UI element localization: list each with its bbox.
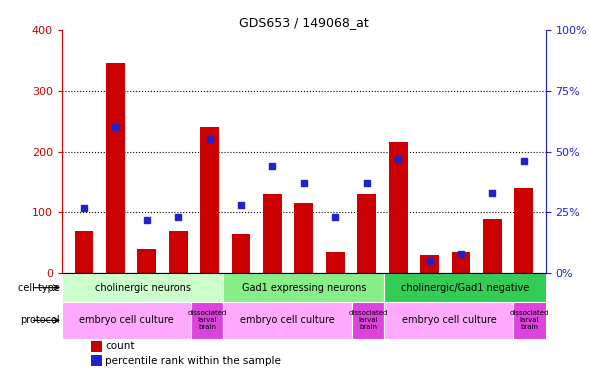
Point [487, 190, 497, 196]
Text: Gad1 expressing neurons: Gad1 expressing neurons [241, 283, 366, 292]
Bar [352, 302, 385, 339]
Text: percentile rank within the sample: percentile rank within the sample [106, 356, 281, 366]
Bar [91, 355, 101, 366]
Bar [200, 127, 219, 273]
Text: cell type: cell type [18, 283, 60, 292]
Point [456, 251, 466, 257]
Text: protocol: protocol [20, 315, 60, 326]
Point [111, 124, 120, 130]
Text: count: count [106, 341, 135, 351]
Bar [232, 234, 250, 273]
Bar [62, 302, 191, 339]
Bar [106, 63, 124, 273]
Bar [223, 273, 385, 302]
Text: embryo cell culture: embryo cell culture [240, 315, 335, 326]
Bar [514, 188, 533, 273]
Point [268, 163, 277, 169]
Bar [385, 273, 546, 302]
Text: cholinergic neurons: cholinergic neurons [94, 283, 191, 292]
Bar [451, 252, 470, 273]
Text: dissociated
larval
brain: dissociated larval brain [510, 310, 549, 330]
Point [142, 217, 152, 223]
Text: embryo cell culture: embryo cell culture [402, 315, 496, 326]
Bar [294, 203, 313, 273]
Bar [420, 255, 439, 273]
Text: cholinergic/Gad1 negative: cholinergic/Gad1 negative [401, 283, 529, 292]
Point [79, 205, 88, 211]
Bar [358, 194, 376, 273]
Bar [389, 142, 408, 273]
Text: embryo cell culture: embryo cell culture [79, 315, 174, 326]
Text: dissociated
larval
brain: dissociated larval brain [188, 310, 227, 330]
Bar [137, 249, 156, 273]
Point [237, 202, 246, 208]
Bar [91, 340, 101, 352]
Bar [74, 231, 93, 273]
Point [394, 156, 403, 162]
Bar [62, 273, 223, 302]
Bar [513, 302, 546, 339]
Bar [223, 302, 352, 339]
Point [362, 180, 371, 186]
Bar [483, 219, 502, 273]
Point [519, 158, 529, 164]
Title: GDS653 / 149068_at: GDS653 / 149068_at [239, 16, 369, 29]
Text: dissociated
larval
brain: dissociated larval brain [349, 310, 388, 330]
Bar [385, 302, 513, 339]
Point [299, 180, 309, 186]
Point [205, 136, 214, 142]
Point [330, 214, 340, 220]
Bar [326, 252, 345, 273]
Bar [169, 231, 188, 273]
Bar [263, 194, 282, 273]
Bar [191, 302, 223, 339]
Point [173, 214, 183, 220]
Point [425, 258, 434, 264]
